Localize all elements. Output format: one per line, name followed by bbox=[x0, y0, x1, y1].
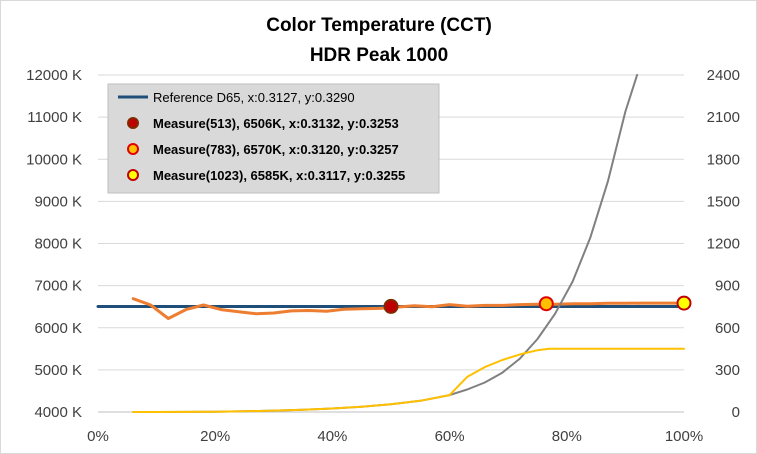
x-tick-label: 60% bbox=[435, 428, 465, 445]
y-tick-label: 12000 K bbox=[26, 67, 82, 84]
legend: Reference D65, x:0.3127, y:0.3290 Measure… bbox=[107, 83, 440, 194]
legend-box bbox=[107, 83, 440, 194]
x-tick-label: 80% bbox=[552, 428, 582, 445]
y-tick-label: 9000 K bbox=[34, 193, 82, 210]
measure-marker bbox=[538, 296, 554, 312]
chart-subtitle: HDR Peak 1000 bbox=[310, 45, 448, 66]
marker-layer bbox=[383, 295, 692, 314]
y-tick-label: 5000 K bbox=[34, 362, 82, 379]
x-tick-label: 20% bbox=[200, 428, 230, 445]
series-line bbox=[132, 347, 685, 413]
y-tick-label: 10000 K bbox=[26, 151, 82, 168]
legend-swatch-marker bbox=[127, 143, 139, 155]
chart-title: Color Temperature (CCT) bbox=[266, 15, 492, 36]
y-tick-label: 6000 K bbox=[34, 320, 82, 337]
y2-tick-label: 0 bbox=[732, 404, 740, 421]
y2-tick-label: 1500 bbox=[707, 193, 740, 210]
y2-tick-label: 1800 bbox=[707, 151, 740, 168]
legend-label: Reference D65, x:0.3127, y:0.3290 bbox=[153, 90, 355, 105]
y-tick-label: 7000 K bbox=[34, 278, 82, 295]
legend-swatch-marker bbox=[127, 117, 139, 129]
measure-marker bbox=[676, 295, 692, 311]
legend-swatch-marker bbox=[127, 169, 139, 181]
y2-tick-label: 2400 bbox=[707, 67, 740, 84]
x-tick-label: 40% bbox=[317, 428, 347, 445]
series-line bbox=[131, 297, 686, 320]
y-tick-label: 8000 K bbox=[34, 236, 82, 253]
x-tick-label: 0% bbox=[87, 428, 109, 445]
y2-tick-label: 900 bbox=[715, 278, 740, 295]
legend-label: Measure(513), 6506K, x:0.3132, y:0.3253 bbox=[153, 116, 399, 131]
y2-tick-label: 2100 bbox=[707, 109, 740, 126]
y-tick-label: 11000 K bbox=[27, 109, 82, 126]
y2-tick-label: 1200 bbox=[707, 236, 740, 253]
legend-label: Measure(1023), 6585K, x:0.3117, y:0.3255 bbox=[153, 168, 405, 183]
y2-tick-label: 300 bbox=[715, 362, 740, 379]
legend-label: Measure(783), 6570K, x:0.3120, y:0.3257 bbox=[153, 142, 399, 157]
axes: 4000 K 5000 K 6000 K 7000 K 8000 K 9000 K 1000… bbox=[26, 67, 740, 445]
measure-marker bbox=[383, 298, 399, 314]
x-tick-label: 100% bbox=[665, 428, 703, 445]
y-tick-label: 4000 K bbox=[34, 404, 82, 421]
y2-tick-label: 600 bbox=[715, 320, 740, 337]
